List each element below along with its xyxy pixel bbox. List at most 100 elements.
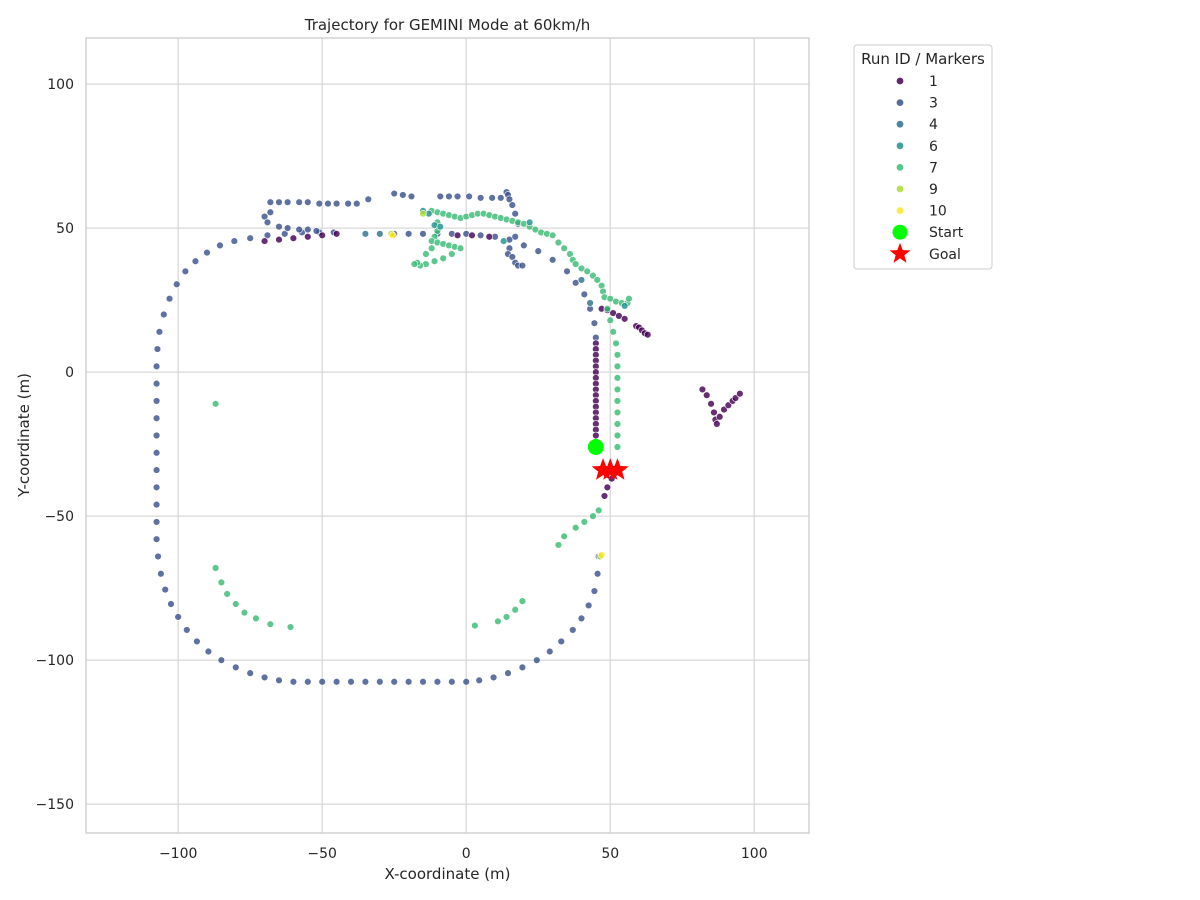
data-point	[475, 676, 483, 685]
plot-border	[85, 37, 810, 834]
legend-entry: Goal	[889, 242, 961, 263]
data-point	[488, 194, 496, 202]
data-point	[289, 234, 298, 242]
data-point	[448, 678, 456, 686]
data-point	[240, 608, 249, 617]
data-point	[476, 194, 485, 202]
data-point	[211, 564, 220, 572]
data-point	[620, 315, 629, 323]
data-point	[312, 227, 321, 235]
legend-entry: 9	[896, 182, 938, 198]
data-point	[597, 551, 606, 559]
plot-frame	[85, 37, 810, 834]
x-tick-label: 0	[462, 846, 471, 862]
legend-circle-icon	[892, 224, 908, 240]
data-point	[511, 233, 519, 241]
data-point	[152, 397, 161, 405]
x-tick-label: −100	[159, 846, 197, 862]
data-point	[217, 656, 226, 664]
y-axis-ticks: 100 50 0 −50 −100 −150	[36, 77, 74, 813]
data-point	[289, 678, 298, 686]
x-axis-label: X-coordinate (m)	[384, 865, 510, 883]
data-point	[613, 431, 622, 440]
data-point	[569, 626, 577, 634]
data-point	[476, 231, 485, 240]
y-tick-label: −150	[36, 797, 74, 813]
data-point	[713, 420, 721, 428]
grid	[86, 38, 809, 833]
data-point	[525, 218, 534, 227]
legend-label: Goal	[929, 247, 961, 263]
data-point	[518, 663, 527, 672]
data-point	[465, 192, 473, 201]
data-point	[534, 247, 542, 255]
data-point	[518, 597, 527, 605]
data-point	[361, 230, 370, 238]
data-point	[471, 621, 479, 630]
data-point	[595, 506, 603, 515]
data-point	[716, 413, 724, 421]
data-point	[152, 466, 161, 474]
data-point	[419, 210, 427, 218]
legend-title: Run ID / Markers	[861, 50, 985, 68]
data-point	[203, 248, 211, 257]
data-point	[560, 532, 568, 541]
data-point	[583, 267, 591, 276]
data-point	[453, 192, 462, 201]
data-point	[563, 267, 571, 276]
data-point	[252, 614, 260, 623]
data-point	[152, 535, 161, 543]
data-point	[436, 192, 444, 201]
legend-dot-icon	[896, 207, 904, 215]
data-point	[613, 397, 622, 405]
data-point	[520, 241, 528, 250]
data-point	[364, 195, 372, 204]
data-point	[613, 351, 622, 359]
data-point	[324, 199, 332, 208]
data-point	[410, 260, 419, 268]
data-point	[731, 394, 740, 402]
legend-label: Start	[929, 225, 964, 241]
data-point	[165, 294, 174, 303]
plot-background	[86, 38, 809, 833]
data-point	[275, 235, 283, 244]
data-point	[155, 328, 164, 336]
data-point	[390, 189, 398, 198]
data-point	[724, 401, 733, 409]
data-point	[153, 345, 162, 353]
data-point	[511, 210, 519, 218]
data-point	[603, 305, 612, 313]
chart-title: Trajectory for GEMINI Mode at 60km/h	[304, 16, 591, 34]
data-points	[152, 188, 744, 686]
data-point	[546, 647, 554, 656]
data-point	[193, 637, 201, 646]
data-point	[554, 238, 563, 247]
data-point	[160, 310, 168, 319]
data-point	[590, 319, 599, 327]
data-point	[260, 237, 269, 245]
data-point	[589, 271, 597, 280]
data-point	[286, 623, 295, 631]
data-point	[191, 257, 200, 265]
data-point	[613, 420, 622, 428]
y-tick-label: 50	[56, 221, 74, 237]
data-point	[497, 194, 505, 202]
data-point	[613, 385, 622, 394]
data-point	[275, 222, 283, 231]
legend-label: 10	[929, 204, 947, 220]
data-point	[152, 431, 161, 440]
data-point	[332, 230, 341, 238]
data-point	[606, 294, 614, 303]
legend-dot-icon	[896, 142, 904, 150]
data-point	[263, 218, 272, 227]
data-point	[548, 256, 557, 264]
x-tick-label: 50	[601, 846, 619, 862]
data-point	[571, 260, 580, 268]
data-point	[580, 290, 589, 299]
data-point	[376, 678, 384, 686]
data-point	[275, 198, 283, 206]
legend-dot-icon	[896, 185, 904, 193]
data-point	[456, 244, 465, 252]
data-point	[531, 225, 540, 234]
data-point	[152, 449, 161, 457]
